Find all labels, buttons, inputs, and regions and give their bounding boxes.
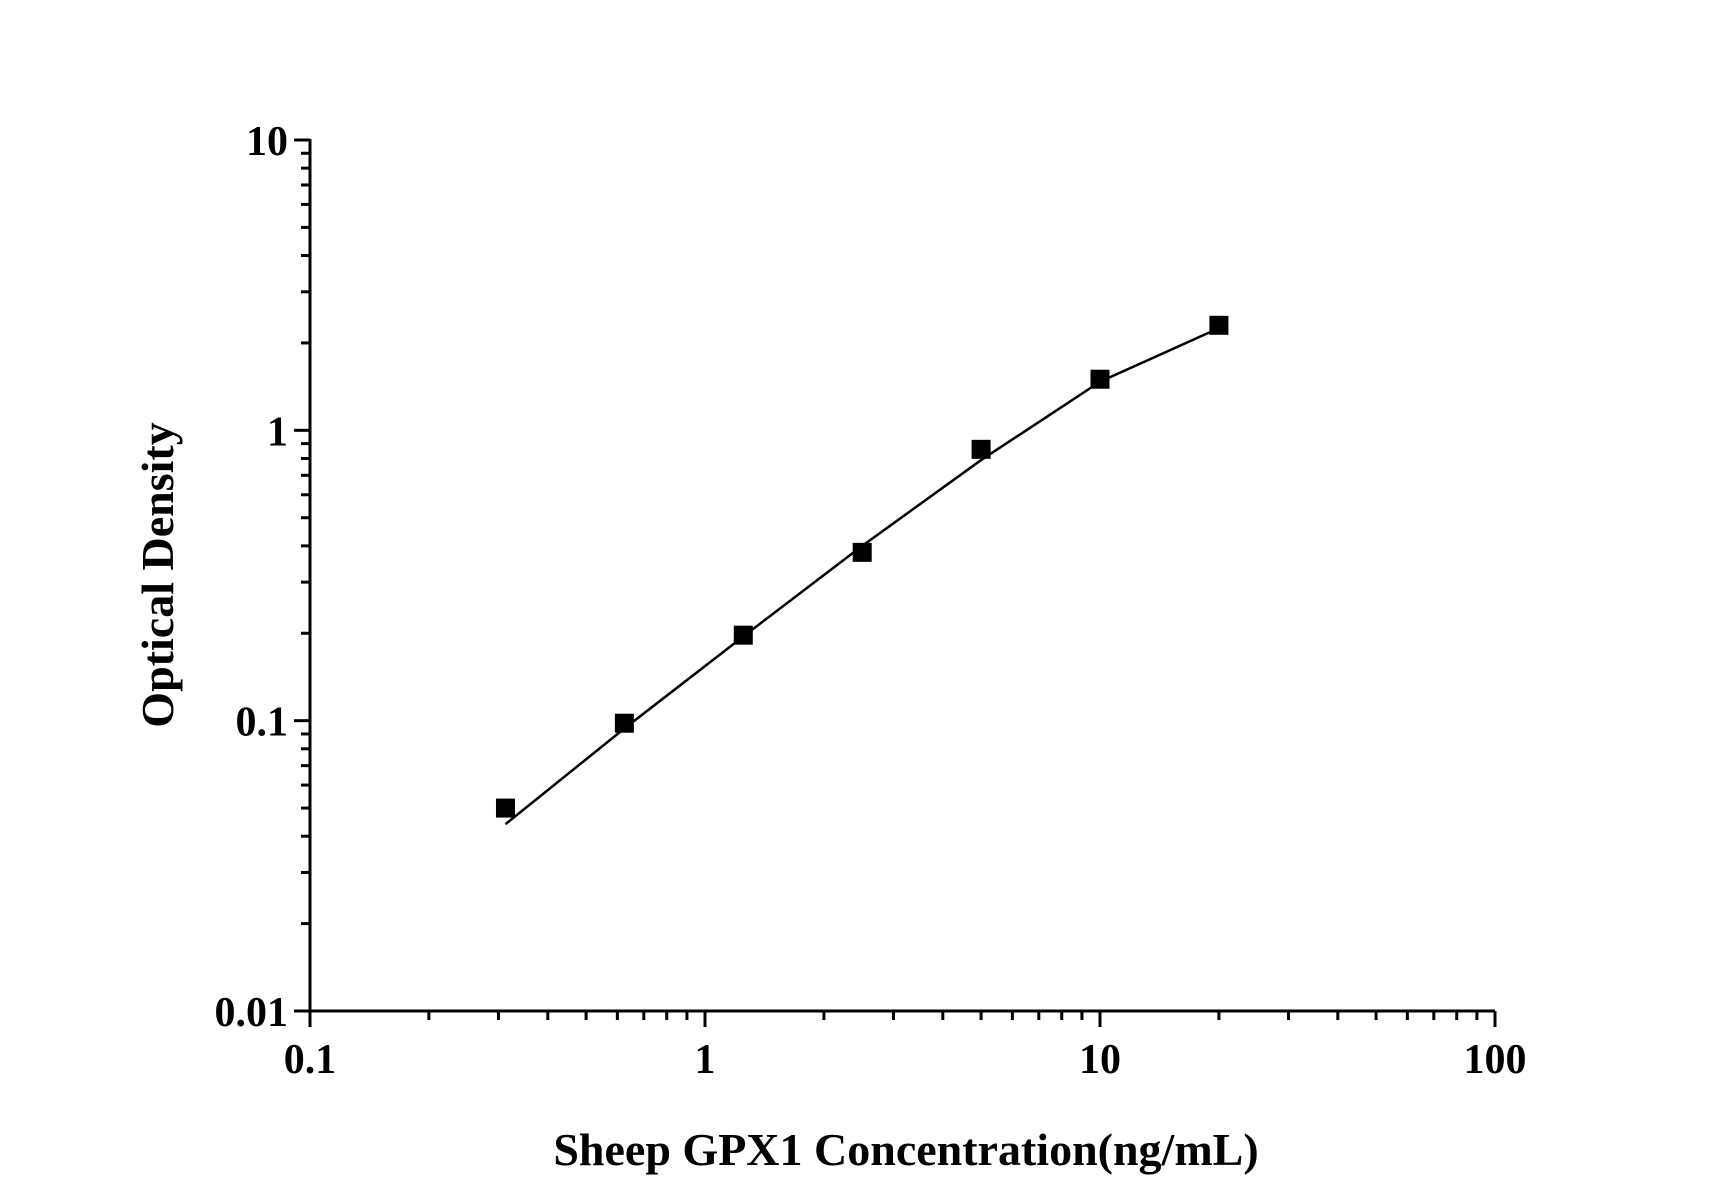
fit-curve [504,326,1220,826]
data-point [614,713,634,733]
x-tick-label: 100 [1464,1037,1527,1083]
data-point [495,798,515,818]
y-tick-label: 10 [246,119,288,165]
ticks-layer [294,138,1497,1027]
data-point [852,542,872,562]
data-points-layer [495,315,1229,818]
x-tick-label: 1 [695,1037,716,1083]
x-tick-label: 0.1 [284,1037,337,1083]
axes-layer [308,139,1495,1013]
y-tick-label: 0.01 [215,990,289,1036]
data-point [1209,315,1229,335]
x-axis-title: Sheep GPX1 Concentration(ng/mL) [553,1124,1258,1175]
x-tick-label: 10 [1079,1037,1121,1083]
y-tick-label: 1 [267,409,288,455]
data-point [1090,369,1110,389]
y-axis-title: Optical Density [132,422,183,727]
data-point [733,625,753,645]
y-tick-label: 0.1 [236,700,289,746]
data-point [971,439,991,459]
fit-curve-layer [504,326,1220,826]
